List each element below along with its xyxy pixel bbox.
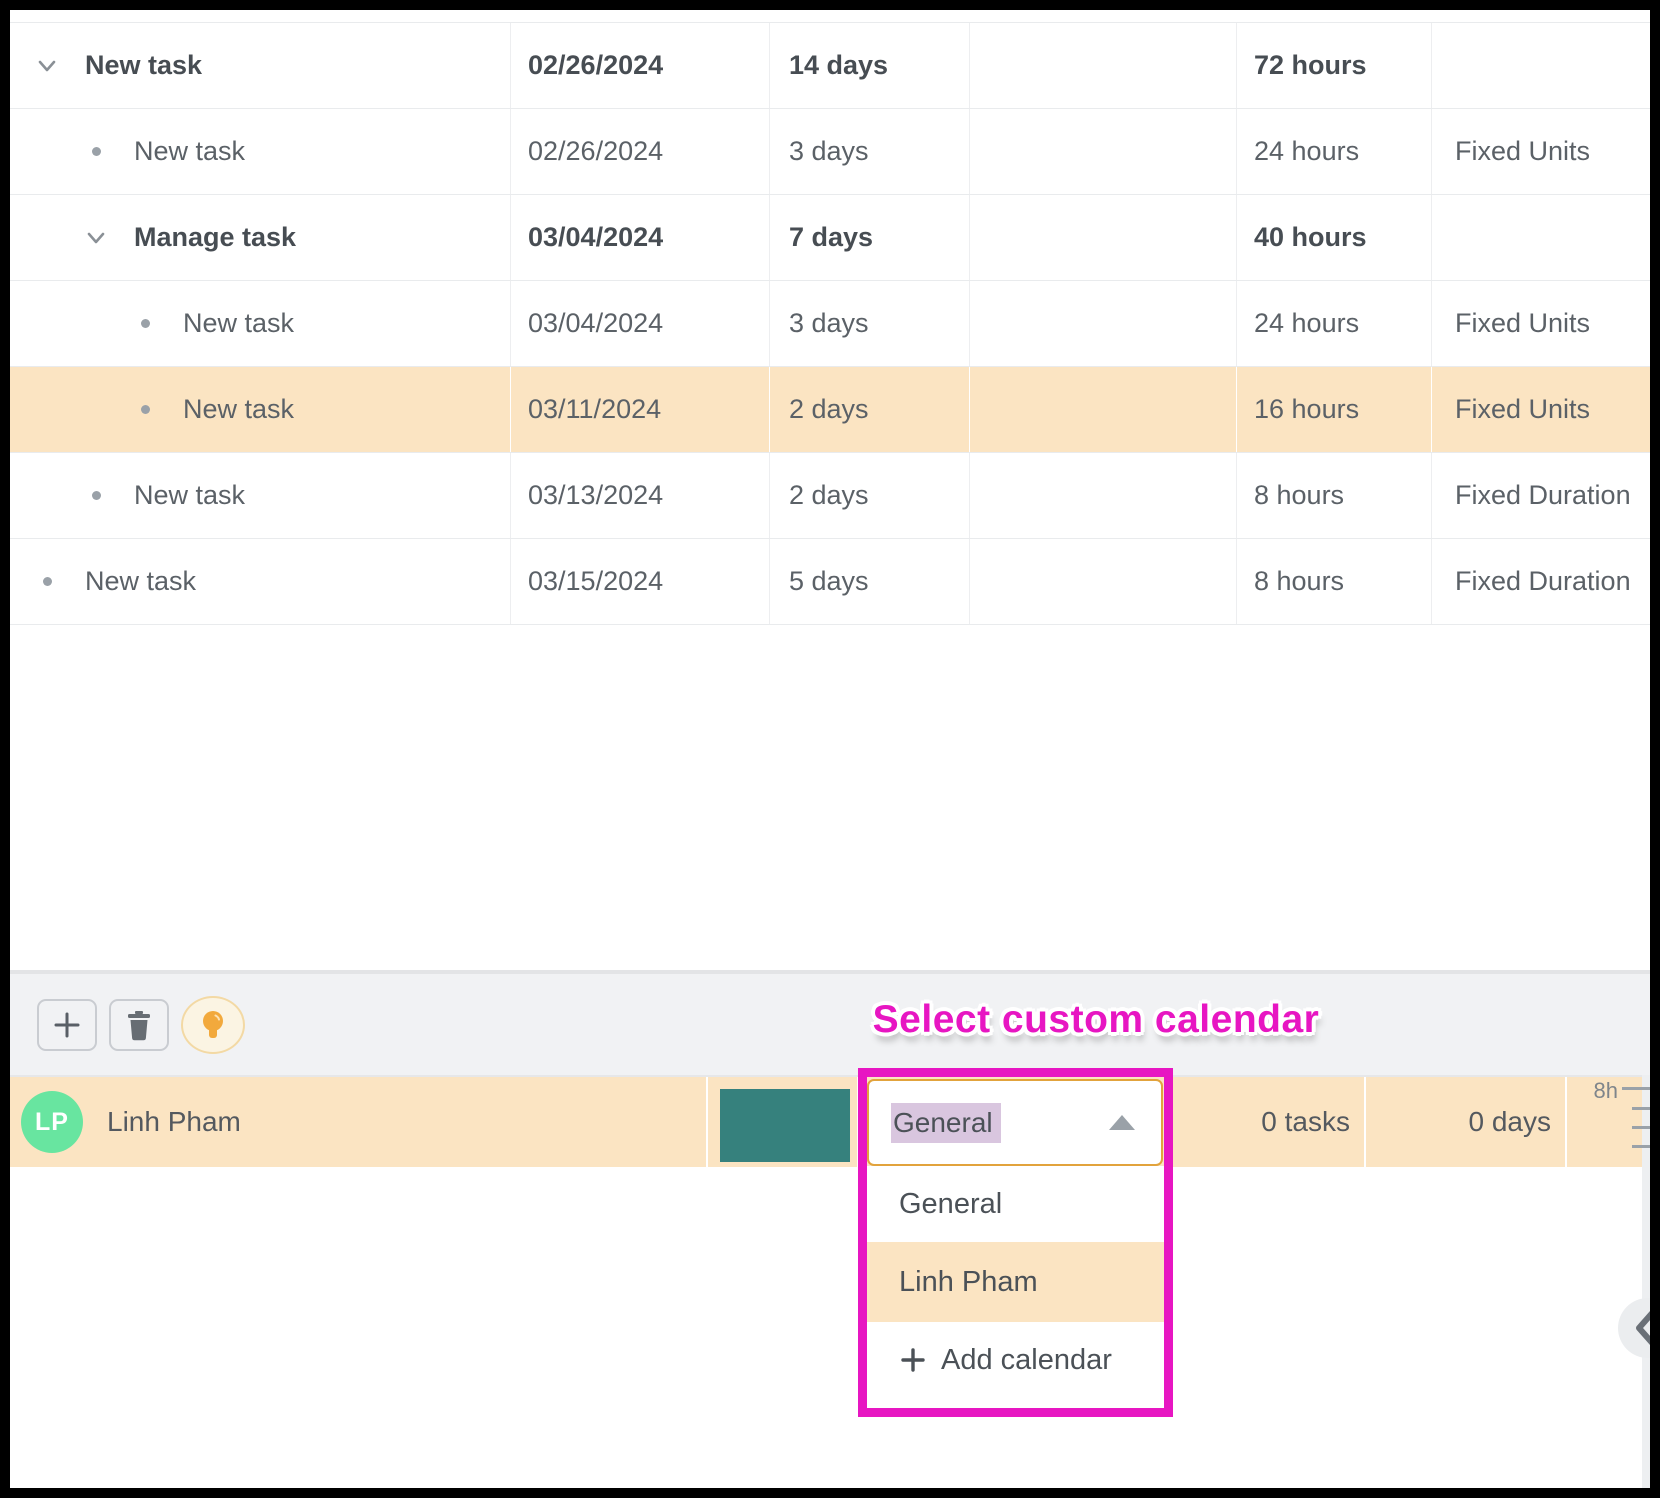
task-row-selected[interactable]: New task 03/11/2024 2 days 16 hours Fixe… (10, 367, 1650, 453)
calendar-combo-value[interactable]: General (891, 1102, 1001, 1143)
task-row[interactable]: New task 03/13/2024 2 days 8 hours Fixed… (10, 453, 1650, 539)
task-effort: 24 hours (1237, 109, 1432, 194)
task-row[interactable]: New task 02/26/2024 14 days 72 hours (10, 23, 1650, 109)
plus-icon (54, 1012, 80, 1037)
task-name: New task (183, 394, 295, 424)
plus-icon (899, 1346, 927, 1374)
scale-tick-minor (1632, 1107, 1650, 1110)
task-start-date: 03/13/2024 (511, 453, 770, 538)
task-duration: 5 days (770, 539, 970, 624)
task-effort-type: Fixed Duration (1455, 480, 1631, 510)
task-row[interactable]: Manage task 03/04/2024 7 days 40 hours (10, 195, 1650, 281)
task-effort: 8 hours (1237, 453, 1432, 538)
task-start-date: 03/11/2024 (511, 367, 770, 452)
task-effort: 16 hours (1237, 367, 1432, 452)
calendar-dropdown-list: General Linh Pham Add calendar (867, 1166, 1164, 1406)
task-effort-type (1432, 23, 1650, 108)
resource-task-count-cell: 0 tasks (1172, 1077, 1364, 1167)
calendar-combo[interactable]: General (867, 1079, 1163, 1166)
task-effort: 8 hours (1237, 539, 1432, 624)
empty-cell (970, 23, 1237, 108)
task-name: New task (134, 136, 246, 166)
task-bullet-icon (132, 311, 158, 337)
task-effort-type: Fixed Units (1455, 394, 1591, 424)
task-bullet-icon (132, 397, 158, 423)
annotation-text: Select custom calendar (872, 998, 1320, 1041)
resource-name: Linh Pham (107, 1106, 241, 1137)
task-duration: 14 days (770, 23, 970, 108)
color-swatch[interactable] (720, 1089, 850, 1162)
task-duration: 2 days (770, 453, 970, 538)
task-effort-type: Fixed Units (1455, 308, 1591, 338)
task-name: New task (85, 566, 197, 596)
task-count: 0 tasks (1261, 1106, 1350, 1137)
resource-days-cell: 0 days (1366, 1077, 1565, 1167)
empty-cell (970, 195, 1237, 280)
task-duration: 7 days (770, 195, 970, 280)
collapse-panel-button[interactable] (1618, 1298, 1650, 1358)
dropdown-option-general[interactable]: General (899, 1187, 1003, 1220)
task-start-date: 03/04/2024 (511, 195, 770, 280)
empty-cell (970, 281, 1237, 366)
chevron-down-icon[interactable] (83, 225, 109, 251)
task-start-date: 03/04/2024 (511, 281, 770, 366)
task-grid: New task 02/26/2024 14 days 72 hours New… (10, 22, 1650, 625)
task-effort-type: Fixed Units (1455, 136, 1591, 166)
chevron-down-icon[interactable] (34, 53, 60, 79)
empty-cell (970, 109, 1237, 194)
resources-toolbar (10, 970, 1650, 1075)
add-resource-button[interactable] (37, 998, 97, 1051)
resource-histogram-cell (1567, 1077, 1642, 1167)
empty-cell (970, 539, 1237, 624)
histogram-scale-label: 8h (1593, 1078, 1618, 1103)
resource-name-cell[interactable]: LP Linh Pham (10, 1077, 706, 1167)
task-bullet-icon (83, 483, 109, 509)
delete-resource-button[interactable] (109, 998, 169, 1051)
task-effort-type: Fixed Duration (1455, 566, 1631, 596)
task-effort: 72 hours (1237, 23, 1432, 108)
task-name: New task (134, 480, 246, 510)
task-effort: 24 hours (1237, 281, 1432, 366)
add-calendar-label: Add calendar (941, 1343, 1112, 1376)
scale-tick-minor (1632, 1145, 1650, 1148)
scale-tick-minor (1632, 1126, 1650, 1129)
dropdown-add-calendar[interactable]: Add calendar (867, 1322, 1164, 1398)
days-count: 0 days (1468, 1106, 1552, 1137)
splitter-bar[interactable] (1642, 1075, 1650, 1488)
task-name: New task (85, 50, 203, 80)
dropdown-option-linh-pham[interactable]: Linh Pham (867, 1242, 1164, 1322)
lightbulb-icon (203, 1010, 223, 1038)
task-start-date: 03/15/2024 (511, 539, 770, 624)
resource-row[interactable]: LP Linh Pham 0 tasks 0 days (10, 1075, 1650, 1167)
task-bullet-icon (34, 569, 60, 595)
resource-color-cell[interactable] (708, 1077, 857, 1167)
task-duration: 3 days (770, 281, 970, 366)
triangle-up-icon[interactable] (1109, 1115, 1135, 1130)
task-duration: 3 days (770, 109, 970, 194)
task-effort: 40 hours (1237, 195, 1432, 280)
task-name: New task (183, 308, 295, 338)
empty-cell (970, 367, 1237, 452)
hint-button[interactable] (181, 995, 245, 1054)
task-name: Manage task (134, 222, 297, 252)
task-duration: 2 days (770, 367, 970, 452)
task-bullet-icon (83, 139, 109, 165)
task-row[interactable]: New task 03/04/2024 3 days 24 hours Fixe… (10, 281, 1650, 367)
trash-icon (128, 1010, 150, 1040)
chevron-left-icon (1636, 1310, 1650, 1346)
scale-tick-major (1622, 1087, 1650, 1090)
avatar: LP (21, 1091, 83, 1153)
empty-cell (970, 453, 1237, 538)
task-row[interactable]: New task 02/26/2024 3 days 24 hours Fixe… (10, 109, 1650, 195)
task-start-date: 02/26/2024 (511, 109, 770, 194)
task-effort-type (1432, 195, 1650, 280)
task-row[interactable]: New task 03/15/2024 5 days 8 hours Fixed… (10, 539, 1650, 625)
gantt-scheduler-pane: New task 02/26/2024 14 days 72 hours New… (10, 10, 1650, 1488)
task-start-date: 02/26/2024 (511, 23, 770, 108)
